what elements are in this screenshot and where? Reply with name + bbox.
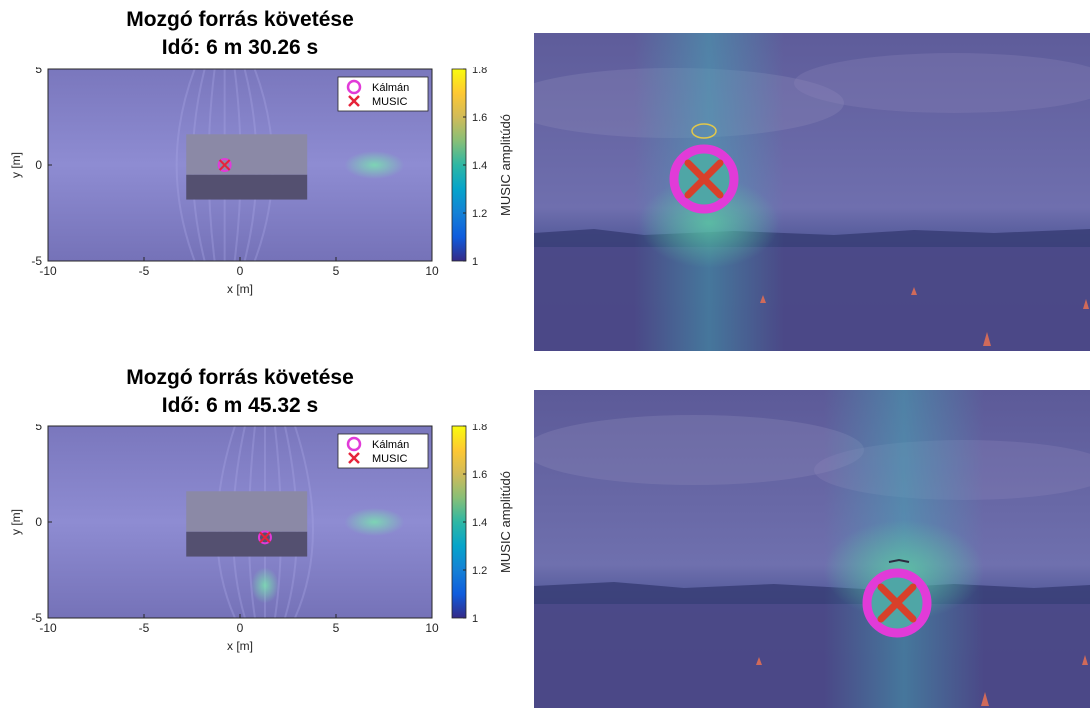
legend-music-symbol bbox=[348, 452, 360, 464]
y-axis-label: y [m] bbox=[9, 509, 23, 535]
colorbar-tick-label: 1.4 bbox=[472, 517, 487, 529]
legend-music-symbol bbox=[348, 95, 360, 107]
legend-music-label: MUSIC bbox=[372, 453, 408, 465]
y-tick-label: 0 bbox=[35, 515, 42, 529]
y-tick-label: -5 bbox=[31, 254, 42, 268]
legend-kalman-symbol bbox=[346, 436, 362, 452]
music-marker bbox=[218, 159, 231, 171]
x-tick-label: -5 bbox=[139, 621, 150, 635]
camera-overlay-photo-2 bbox=[534, 390, 1090, 708]
colorbar-tick-label: 1.2 bbox=[472, 208, 487, 220]
colorbar-tick-label: 1.8 bbox=[472, 424, 487, 433]
inset-photo-ground bbox=[186, 174, 308, 200]
inset-photo-sky bbox=[186, 134, 308, 175]
heatmap-hotspot bbox=[344, 151, 405, 179]
camera-overlay-image-1 bbox=[534, 33, 1090, 351]
heatmap-streak bbox=[175, 68, 196, 262]
x-tick-label: 5 bbox=[333, 264, 340, 278]
music-marker bbox=[259, 531, 271, 544]
legend-kalman-label: Kálmán bbox=[372, 82, 409, 94]
colorbar-tick-label: 1.8 bbox=[472, 67, 487, 76]
chart-subtitle-2: Idő: 6 m 45.32 s bbox=[161, 394, 319, 417]
chart-title-2: Mozgó forrás követése bbox=[126, 366, 354, 389]
legend-music-label: MUSIC bbox=[372, 96, 408, 108]
camera-overlay-image-2 bbox=[534, 390, 1090, 708]
x-tick-label: 0 bbox=[237, 621, 244, 635]
y-tick-label: 5 bbox=[35, 424, 42, 433]
heatmap-streak bbox=[294, 425, 314, 619]
y-tick-label: 0 bbox=[35, 158, 42, 172]
colorbar-tick-label: 1.2 bbox=[472, 565, 487, 577]
camera-overlay-photo-1 bbox=[534, 33, 1090, 351]
legend-kalman-label: Kálmán bbox=[372, 439, 409, 451]
x-tick-label: -5 bbox=[139, 264, 150, 278]
inset-photo-sky bbox=[186, 491, 308, 532]
colorbar-tick-label: 1.6 bbox=[472, 469, 487, 481]
colorbar-tick-label: 1.6 bbox=[472, 112, 487, 124]
heatmap-hotspot bbox=[344, 508, 405, 536]
x-tick-label: 0 bbox=[237, 264, 244, 278]
colorbar-label: MUSIC amplitúdó bbox=[498, 471, 513, 573]
y-tick-label: -5 bbox=[31, 611, 42, 625]
colorbar-tick-label: 1 bbox=[472, 256, 478, 268]
x-tick-label: 5 bbox=[333, 621, 340, 635]
kalman-marker bbox=[257, 530, 272, 545]
colorbar-tick-label: 1 bbox=[472, 613, 478, 625]
x-tick-label: 10 bbox=[425, 264, 439, 278]
legend-kalman-symbol bbox=[346, 79, 362, 95]
heatmap-hotspot bbox=[250, 567, 279, 604]
x-tick-label: 10 bbox=[425, 621, 439, 635]
colorbar-label: MUSIC amplitúdó bbox=[498, 114, 513, 216]
y-tick-label: 5 bbox=[35, 67, 42, 76]
x-axis-label: x [m] bbox=[227, 639, 253, 653]
inset-photo-ground bbox=[186, 531, 308, 557]
chart-title-1: Mozgó forrás követése bbox=[126, 8, 354, 31]
x-tick-label: -10 bbox=[39, 264, 57, 278]
colorbar-tick-label: 1.4 bbox=[472, 160, 487, 172]
x-tick-label: -10 bbox=[39, 621, 57, 635]
chart-subtitle-1: Idő: 6 m 30.26 s bbox=[161, 36, 319, 59]
x-axis-label: x [m] bbox=[227, 282, 253, 296]
y-axis-label: y [m] bbox=[9, 152, 23, 178]
kalman-marker bbox=[217, 158, 232, 172]
